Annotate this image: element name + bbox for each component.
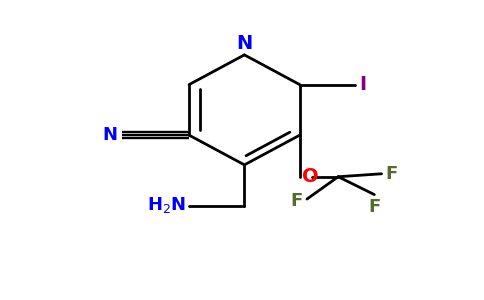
Text: F: F (291, 191, 303, 209)
Text: H$_2$N: H$_2$N (148, 195, 187, 215)
Text: O: O (302, 167, 319, 186)
Text: I: I (359, 75, 366, 94)
Text: F: F (385, 165, 398, 183)
Text: N: N (236, 34, 253, 53)
Text: F: F (368, 198, 380, 216)
Text: N: N (103, 125, 118, 143)
